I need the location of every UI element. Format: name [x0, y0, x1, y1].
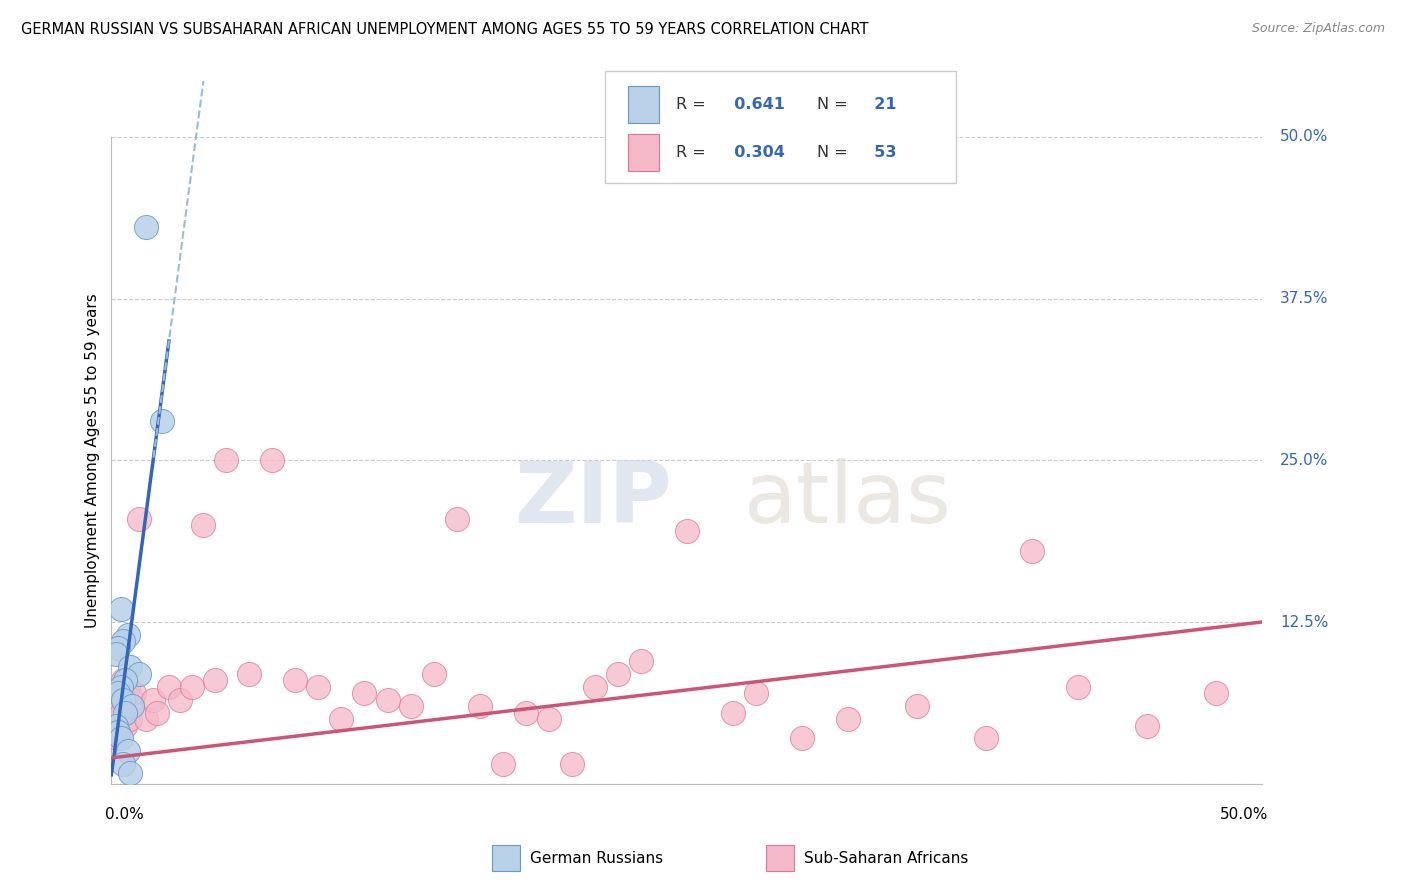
Text: German Russians: German Russians: [530, 851, 664, 865]
Point: [117, 680, 139, 694]
Text: 0.0%: 0.0%: [104, 807, 143, 822]
Point: [118, 766, 141, 780]
Point: [837, 712, 859, 726]
Point: [537, 712, 560, 726]
Text: GERMAN RUSSIAN VS SUBSAHARAN AFRICAN UNEMPLOYMENT AMONG AGES 55 TO 59 YEARS CORR: GERMAN RUSSIAN VS SUBSAHARAN AFRICAN UNE…: [21, 22, 869, 37]
Point: [284, 673, 307, 688]
Point: [721, 706, 744, 720]
Y-axis label: Unemployment Among Ages 55 to 59 years: Unemployment Among Ages 55 to 59 years: [86, 293, 100, 628]
Point: [128, 666, 150, 681]
Point: [103, 712, 125, 726]
Point: [157, 680, 180, 694]
Point: [121, 692, 143, 706]
Point: [105, 718, 128, 732]
Point: [790, 731, 813, 746]
Point: [107, 725, 129, 739]
Point: [1205, 686, 1227, 700]
Point: [377, 692, 399, 706]
Text: N =: N =: [817, 145, 853, 161]
Point: [117, 628, 139, 642]
Point: [135, 220, 157, 235]
Point: [204, 673, 226, 688]
Point: [117, 744, 139, 758]
Point: [491, 757, 513, 772]
Text: R =: R =: [676, 97, 711, 112]
Point: [262, 453, 284, 467]
Point: [146, 706, 169, 720]
Point: [446, 511, 468, 525]
Point: [110, 706, 132, 720]
Point: [150, 414, 173, 428]
Point: [114, 706, 136, 720]
Point: [135, 712, 157, 726]
Point: [111, 634, 134, 648]
Point: [121, 699, 143, 714]
Text: 21: 21: [863, 97, 897, 112]
Text: ZIP: ZIP: [515, 458, 672, 541]
Point: [105, 731, 128, 746]
Point: [193, 518, 215, 533]
Point: [353, 686, 375, 700]
Point: [118, 712, 141, 726]
Text: 37.5%: 37.5%: [1281, 291, 1329, 306]
Point: [630, 654, 652, 668]
Point: [330, 712, 353, 726]
Point: [111, 673, 134, 688]
Point: [515, 706, 537, 720]
Point: [110, 680, 132, 694]
Point: [111, 757, 134, 772]
Text: 0.641: 0.641: [723, 97, 785, 112]
Point: [606, 666, 628, 681]
Point: [108, 699, 131, 714]
Point: [468, 699, 491, 714]
Point: [110, 602, 132, 616]
Text: R =: R =: [676, 145, 711, 161]
Point: [1136, 718, 1159, 732]
Point: [675, 524, 697, 539]
Point: [114, 673, 136, 688]
Point: [105, 725, 128, 739]
Point: [169, 692, 191, 706]
Point: [114, 718, 136, 732]
Text: N =: N =: [817, 97, 853, 112]
Text: Sub-Saharan Africans: Sub-Saharan Africans: [804, 851, 969, 865]
Point: [110, 731, 132, 746]
Point: [561, 757, 583, 772]
Text: 12.5%: 12.5%: [1281, 615, 1329, 630]
Point: [181, 680, 204, 694]
Point: [1021, 544, 1043, 558]
Point: [124, 686, 146, 700]
Point: [238, 666, 260, 681]
Text: atlas: atlas: [744, 458, 952, 541]
Text: 0.304: 0.304: [723, 145, 785, 161]
Point: [215, 453, 238, 467]
Point: [107, 686, 129, 700]
Text: 50.0%: 50.0%: [1281, 129, 1329, 145]
Point: [142, 692, 165, 706]
Point: [104, 692, 127, 706]
Text: 50.0%: 50.0%: [1220, 807, 1268, 822]
Point: [105, 648, 128, 662]
Point: [583, 680, 606, 694]
Point: [1067, 680, 1090, 694]
Point: [399, 699, 422, 714]
Point: [974, 731, 997, 746]
Point: [111, 706, 134, 720]
Point: [111, 692, 134, 706]
Point: [744, 686, 766, 700]
Point: [107, 686, 129, 700]
Point: [128, 511, 150, 525]
Point: [422, 666, 444, 681]
Text: 25.0%: 25.0%: [1281, 453, 1329, 467]
Point: [107, 640, 129, 655]
Text: 53: 53: [863, 145, 897, 161]
Point: [118, 660, 141, 674]
Point: [905, 699, 928, 714]
Point: [308, 680, 330, 694]
Text: Source: ZipAtlas.com: Source: ZipAtlas.com: [1251, 22, 1385, 36]
